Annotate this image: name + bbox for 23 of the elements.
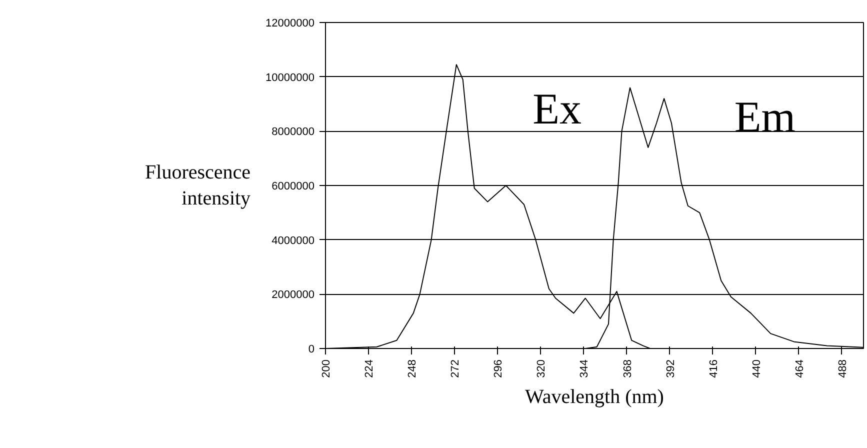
y-tick-label: 10000000	[266, 72, 315, 84]
y-tick-label: 8000000	[272, 126, 315, 138]
x-tick-label: 272	[450, 359, 462, 378]
x-tick-label: 440	[750, 359, 763, 378]
y-tick-label: 6000000	[272, 180, 315, 192]
y-tick-label: 4000000	[272, 234, 315, 247]
x-tick-label: 344	[578, 359, 591, 378]
y-tick-label: 12000000	[266, 18, 315, 30]
x-tick-label: 392	[664, 359, 677, 378]
x-tick-label: 296	[492, 359, 505, 378]
x-axis-title: Wavelength (nm)	[525, 386, 664, 408]
y-tick-label: 0	[308, 344, 315, 356]
x-tick-label: 320	[536, 359, 548, 378]
x-tick-label: 416	[708, 359, 720, 378]
x-tick-label: 488	[836, 359, 849, 378]
x-tick-label: 224	[364, 359, 376, 378]
annotation: Ex	[532, 84, 582, 134]
y-tick-label: 2000000	[272, 289, 315, 302]
y-axis-title: Fluorescence intensity	[145, 161, 251, 210]
x-tick-label: 464	[794, 359, 806, 378]
x-tick-label: 368	[622, 359, 634, 378]
x-tick-label: 248	[406, 359, 419, 378]
x-tick-label: 200	[320, 359, 332, 378]
